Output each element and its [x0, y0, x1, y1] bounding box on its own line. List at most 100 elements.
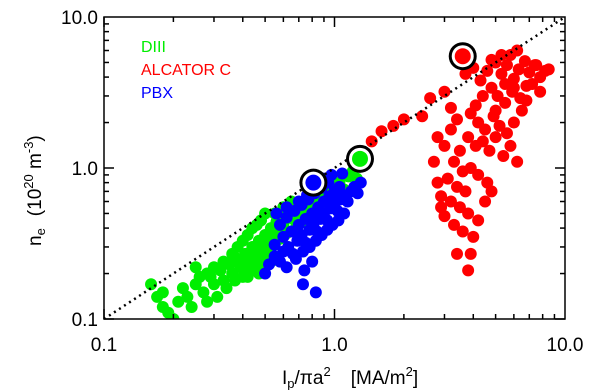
y-tick-label: 1.0: [72, 159, 98, 180]
x-tick-label: 1.0: [321, 335, 347, 356]
highlight-fill: [454, 48, 471, 65]
data-point-alcator-c: [504, 139, 517, 152]
data-point-alcator-c: [438, 85, 451, 98]
data-point-alcator-c: [435, 190, 448, 203]
data-point-alcator-c: [459, 185, 472, 198]
legend-entry-alcator-c: ALCATOR C: [141, 62, 231, 79]
highlight-point-pbx: [299, 168, 328, 197]
data-point-pbx: [268, 238, 281, 251]
data-point-pbx: [280, 201, 293, 214]
data-points: [145, 44, 555, 319]
data-point-alcator-c: [518, 55, 531, 68]
data-point-diii: [185, 301, 198, 314]
data-point-alcator-c: [462, 207, 475, 220]
data-point-alcator-c: [507, 81, 520, 94]
data-point-alcator-c: [444, 123, 457, 136]
data-point-alcator-c: [435, 201, 448, 214]
legend: DIII ALCATOR C PBX: [141, 39, 231, 102]
data-point-pbx: [296, 278, 309, 291]
data-point-alcator-c: [511, 44, 524, 57]
data-point-alcator-c: [479, 123, 492, 136]
data-point-alcator-c: [453, 201, 466, 214]
data-point-diii: [156, 286, 169, 299]
data-point-alcator-c: [495, 49, 508, 62]
y-axis-label: ne(1020 m-3): [21, 135, 48, 246]
data-point-alcator-c: [464, 247, 477, 260]
data-point-diii: [241, 270, 254, 283]
data-point-alcator-c: [467, 230, 480, 243]
data-point-diii: [181, 290, 194, 303]
data-point-pbx: [289, 252, 302, 265]
data-point-alcator-c: [448, 218, 461, 231]
data-point-diii: [197, 286, 210, 299]
highlight-fill: [305, 174, 322, 191]
data-point-alcator-c: [448, 155, 461, 168]
data-point-alcator-c: [451, 247, 464, 260]
data-point-pbx: [270, 207, 283, 220]
data-point-pbx: [306, 255, 319, 268]
data-point-alcator-c: [491, 89, 504, 102]
data-point-alcator-c: [397, 113, 410, 126]
data-point-pbx: [354, 176, 367, 189]
data-point-alcator-c: [431, 131, 444, 144]
data-point-diii: [217, 255, 230, 268]
data-point-alcator-c: [456, 225, 469, 238]
data-point-alcator-c: [444, 101, 457, 114]
highlighted-points: [299, 42, 477, 197]
data-point-diii: [201, 295, 214, 308]
data-point-alcator-c: [451, 113, 464, 126]
legend-entry-pbx: PBX: [141, 85, 173, 102]
data-point-alcator-c: [462, 131, 475, 144]
data-point-alcator-c: [526, 77, 539, 90]
data-point-pbx: [259, 267, 272, 280]
axis-ticks: 0.1 1.0 10.0 0.1 1.0 10.0: [61, 8, 583, 356]
data-point-alcator-c: [474, 74, 487, 87]
highlight-fill: [351, 150, 368, 167]
data-point-alcator-c: [365, 135, 378, 148]
data-point-pbx: [341, 195, 354, 208]
data-point-alcator-c: [520, 94, 533, 107]
data-point-alcator-c: [485, 81, 498, 94]
data-point-alcator-c: [495, 67, 508, 80]
data-point-alcator-c: [483, 144, 496, 157]
data-point-pbx: [336, 167, 349, 180]
data-point-pbx: [309, 286, 322, 299]
data-point-alcator-c: [416, 110, 429, 123]
data-point-alcator-c: [493, 119, 506, 132]
data-point-diii: [193, 270, 206, 283]
data-point-alcator-c: [427, 155, 440, 168]
data-point-diii: [189, 261, 202, 274]
data-point-alcator-c: [472, 214, 485, 227]
data-point-alcator-c: [542, 63, 555, 76]
data-point-pbx: [292, 195, 305, 208]
data-point-alcator-c: [511, 155, 524, 168]
data-point-alcator-c: [481, 64, 494, 77]
data-point-alcator-c: [500, 127, 513, 140]
data-point-alcator-c: [462, 264, 475, 277]
data-point-alcator-c: [507, 72, 520, 85]
data-point-alcator-c: [453, 144, 466, 157]
highlight-point-diii: [345, 144, 374, 173]
data-point-pbx: [298, 264, 311, 277]
data-point-alcator-c: [375, 125, 388, 138]
data-point-diii: [145, 278, 158, 291]
data-point-alcator-c: [489, 131, 502, 144]
x-tick-label: 10.0: [547, 335, 584, 356]
data-point-diii: [172, 295, 185, 308]
data-point-alcator-c: [464, 107, 477, 120]
data-point-alcator-c: [424, 92, 437, 105]
data-point-alcator-c: [431, 176, 444, 189]
x-tick-label: 0.1: [91, 335, 117, 356]
reference-diagonal-line: [104, 17, 565, 319]
data-point-pbx: [351, 187, 364, 200]
data-point-alcator-c: [444, 195, 457, 208]
data-point-alcator-c: [497, 150, 510, 163]
data-point-alcator-c: [438, 139, 451, 152]
data-point-alcator-c: [489, 104, 502, 117]
data-point-alcator-c: [472, 168, 485, 181]
data-point-alcator-c: [499, 96, 512, 109]
data-point-alcator-c: [500, 59, 513, 72]
y-tick-label: 0.1: [72, 310, 98, 331]
data-point-pbx: [325, 168, 338, 181]
